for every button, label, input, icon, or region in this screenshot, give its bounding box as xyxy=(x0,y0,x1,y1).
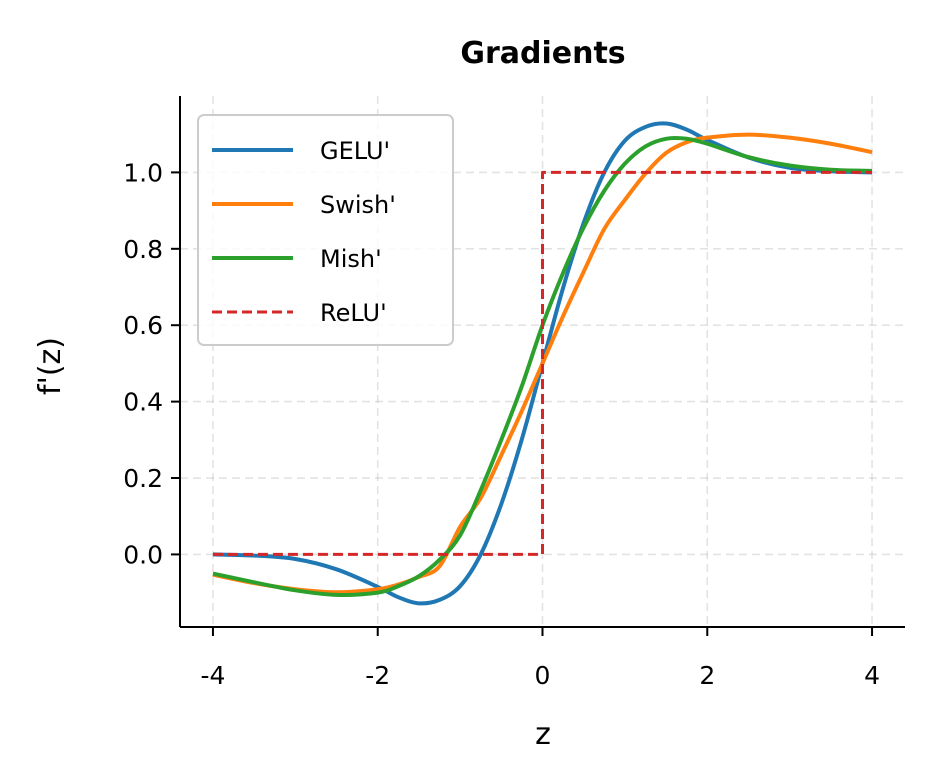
relu-series-line xyxy=(212,170,873,556)
swish-series-line xyxy=(212,132,873,595)
chart-title: Gradients xyxy=(460,36,625,71)
y-tick-label: 0.8 xyxy=(123,235,163,264)
swish-legend-label: Swish' xyxy=(320,191,396,219)
x-tick-label: -2 xyxy=(365,661,390,690)
legend: GELU' Swish' Mish' ReLU' xyxy=(197,114,454,346)
y-axis-label: f'(z) xyxy=(33,337,68,395)
y-tick-label: 0.6 xyxy=(123,311,163,340)
legend-frame xyxy=(197,114,454,346)
x-axis-label: z xyxy=(535,717,551,752)
series-layer xyxy=(212,121,873,606)
relu-legend-label: ReLU' xyxy=(320,299,387,327)
x-tick-label: 0 xyxy=(535,661,551,690)
x-tick-label: 2 xyxy=(699,661,715,690)
x-tick-label: 4 xyxy=(864,661,880,690)
mish-legend-label: Mish' xyxy=(320,245,382,273)
y-tick-label: 0.4 xyxy=(123,388,163,417)
gelu-legend-label: GELU' xyxy=(320,137,390,165)
y-tick-label: 0.0 xyxy=(123,540,163,569)
y-tick-label: 0.2 xyxy=(123,464,163,493)
y-tick-label: 1.0 xyxy=(123,158,163,187)
x-tick-label: -4 xyxy=(200,661,225,690)
ticks: -4 -2 0 2 4 0.0 0.2 0.4 0.6 0.8 1.0 xyxy=(123,158,880,690)
